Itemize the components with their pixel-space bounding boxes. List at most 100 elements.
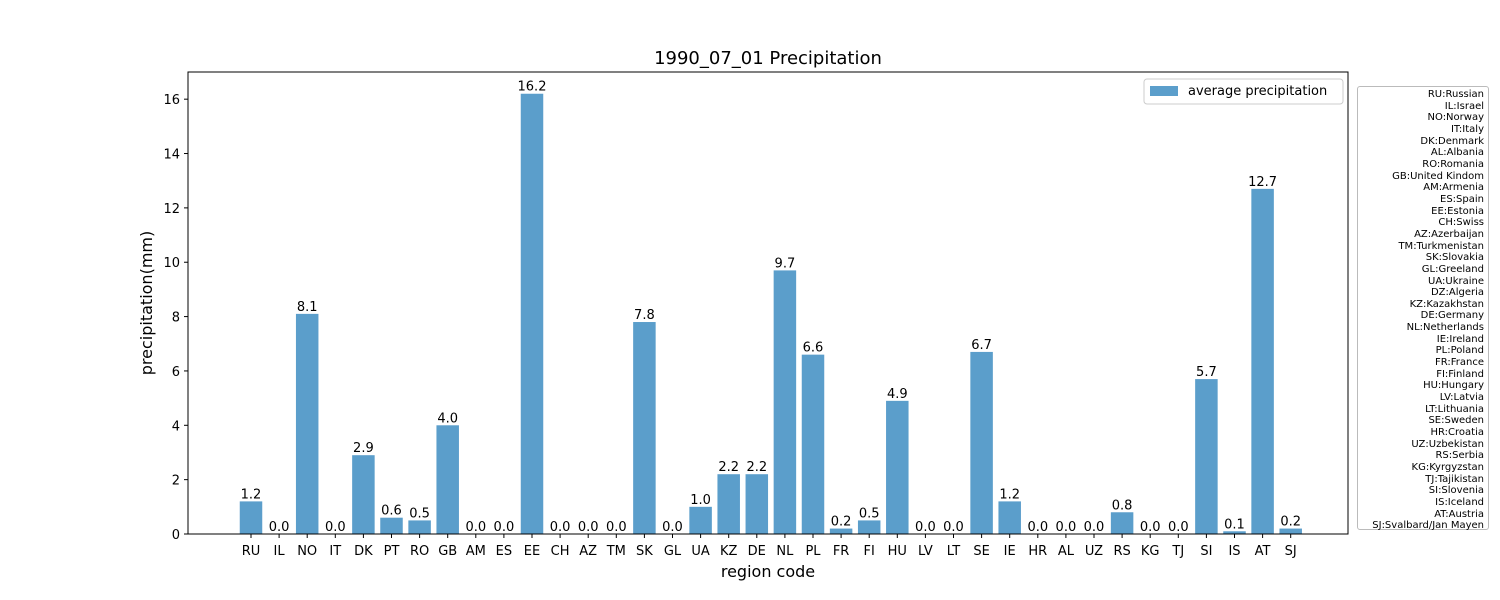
country-key-entry: IT:Italy (1450, 123, 1484, 135)
bar-value-label: 6.7 (971, 338, 992, 353)
bar-value-label: 0.0 (494, 520, 515, 535)
bar-pt (380, 517, 403, 534)
x-tick-label: AZ (579, 544, 597, 559)
country-key-entry: NL:Netherlands (1406, 322, 1484, 334)
country-key-entry: DK:Denmark (1420, 135, 1484, 147)
legend: average precipitation (1143, 78, 1344, 105)
bar-pl (801, 354, 825, 534)
bar-value-label: 0.6 (381, 504, 402, 519)
country-key-entry: UZ:Uzbekistan (1411, 438, 1484, 450)
bar-value-label: 0.0 (578, 520, 599, 535)
bar-dk (352, 455, 375, 534)
legend-swatch (1150, 86, 1178, 96)
x-tick-label: SI (1200, 544, 1212, 559)
x-tick-label: UZ (1085, 544, 1103, 559)
plot-frame (187, 71, 1349, 535)
bar-value-label: 0.0 (1140, 520, 1161, 535)
country-key-entry: PL:Poland (1435, 345, 1484, 357)
chart-title: 1990_07_01 Precipitation (654, 48, 882, 69)
country-key-entry: AM:Armenia (1423, 182, 1484, 194)
country-key-entry: SK:Slovakia (1425, 252, 1484, 264)
bar-value-label: 0.0 (915, 520, 936, 535)
x-tick-label: DK (354, 544, 373, 559)
bar-value-label: 0.0 (465, 520, 486, 535)
x-tick-label: IS (1228, 544, 1240, 559)
bar-hu (886, 400, 909, 534)
bar-ru (239, 501, 263, 534)
x-tick-label: ES (496, 544, 512, 559)
bar-fi (857, 520, 881, 534)
x-tick-label: DE (748, 544, 766, 559)
country-key-entry: FR:France (1434, 357, 1484, 369)
bar-value-label: 0.5 (409, 506, 430, 521)
bar-value-label: 0.0 (1084, 520, 1105, 535)
x-tick-label: NO (297, 544, 317, 559)
bar-value-label: 0.0 (1056, 520, 1077, 535)
bar-value-label: 0.2 (831, 515, 852, 530)
x-tick-label: AM (466, 544, 486, 559)
y-tick-label: 10 (163, 256, 180, 271)
bar-value-label: 16.2 (518, 80, 547, 95)
country-key-entry: SI:Slovenia (1428, 485, 1484, 497)
y-tick-label: 2 (172, 474, 180, 489)
bar-value-label: 0.0 (943, 520, 964, 535)
y-tick-label: 16 (163, 93, 180, 108)
bar-si (1195, 379, 1218, 534)
country-key-entry: IS:Iceland (1435, 496, 1484, 508)
y-tick-label: 6 (172, 365, 180, 380)
x-tick-label: NL (776, 544, 794, 559)
x-tick-label: SK (636, 544, 653, 559)
country-key-entry: KG:Kyrgyzstan (1411, 462, 1484, 473)
bar-value-label: 0.1 (1224, 517, 1245, 532)
country-key-entry: TM:Turkmenistan (1398, 240, 1484, 252)
legend-box (1143, 78, 1344, 105)
x-tick-label: KZ (720, 544, 738, 559)
bar-sj (1279, 528, 1302, 534)
x-tick-label: CH (551, 544, 570, 559)
bar-value-label: 0.8 (1112, 498, 1133, 513)
bar-value-label: 1.0 (690, 493, 711, 508)
bar-value-label: 0.0 (269, 520, 290, 535)
bar-value-label: 2.2 (718, 460, 739, 475)
country-key-box: RU:Russian IL:Israel NO:Norway IT:Italy DK:D… (1357, 86, 1489, 531)
x-tick-label: LV (918, 544, 933, 559)
bar-value-label: 0.0 (606, 520, 627, 535)
bar-value-label: 7.8 (634, 308, 655, 323)
bar-ie (998, 501, 1021, 534)
y-tick-label: 8 (172, 311, 180, 326)
x-tick-label: GB (438, 544, 457, 559)
bar-value-label: 6.6 (803, 341, 824, 356)
country-key-entry: EE:Estonia (1431, 205, 1484, 217)
bar-value-label: 0.0 (325, 520, 346, 535)
bar-value-label: 2.2 (746, 460, 767, 475)
bar-fr (829, 528, 853, 534)
x-axis-label: region code (721, 562, 815, 581)
x-ticks-group: RU IL NO IT DK PT RO GB AM ES EE CH AZ TM SK GL UA KZ DE NL… (242, 534, 1297, 559)
bar-rs (1110, 512, 1134, 534)
x-tick-label: RO (410, 544, 429, 559)
country-key-entry: AL:Albania (1430, 147, 1484, 159)
bar-value-label: 8.1 (297, 300, 318, 315)
country-key-entry: RS:Serbia (1435, 450, 1484, 462)
x-tick-label: EE (524, 544, 540, 559)
x-tick-label: FR (833, 544, 850, 559)
x-tick-label: GL (664, 544, 682, 559)
country-key-entry: SE:Sweden (1428, 415, 1484, 427)
x-tick-label: IT (329, 544, 341, 559)
x-tick-label: KG (1141, 544, 1160, 559)
bar-no (295, 313, 319, 534)
bar-value-label: 0.5 (859, 506, 880, 521)
bar-value-label: 9.7 (775, 256, 796, 271)
country-key-entry: KZ:Kazakhstan (1409, 298, 1484, 310)
x-tick-label: IL (274, 544, 286, 559)
bar-value-label: 0.2 (1280, 515, 1301, 530)
x-tick-label: PT (384, 544, 400, 559)
y-tick-label: 12 (163, 202, 180, 217)
legend-label: average precipitation (1188, 84, 1327, 99)
country-key-entry: RU:Russian (1427, 89, 1484, 100)
bar-ro (408, 520, 431, 534)
x-tick-label: RU (242, 544, 261, 559)
x-tick-label: HR (1028, 544, 1047, 559)
x-tick-label: FI (864, 544, 875, 559)
x-tick-label: AT (1255, 544, 1271, 559)
